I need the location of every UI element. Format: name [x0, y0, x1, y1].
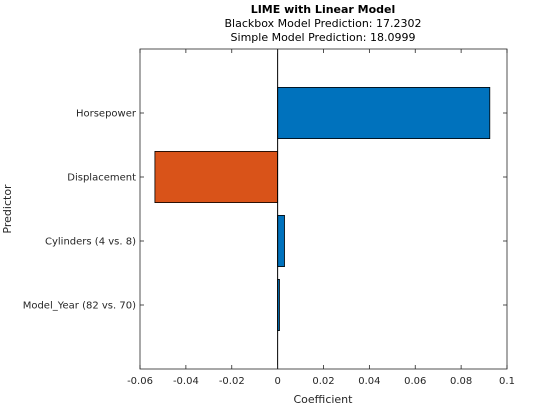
x-tick-label-6: 0.06	[404, 376, 426, 387]
chart-subtitle-line-2: Simple Model Prediction: 18.0999	[231, 31, 416, 44]
x-tick-label-3: 0	[274, 376, 280, 387]
x-tick-label-4: 0.02	[312, 376, 334, 387]
y-tick-label-1: Displacement	[67, 173, 136, 184]
bar-0	[277, 87, 491, 140]
x-tick-label-2: -0.02	[219, 376, 245, 387]
x-tick-label-7: 0.08	[450, 376, 472, 387]
x-tick-label-1: -0.04	[173, 376, 199, 387]
x-axis-label: Coefficient	[294, 393, 354, 406]
bar-2	[277, 214, 285, 267]
y-tick-label-2: Cylinders (4 vs. 8)	[45, 237, 136, 248]
x-tick-label-5: 0.04	[358, 376, 380, 387]
x-tick-label-8: 0.1	[499, 376, 515, 387]
bar-1	[154, 150, 279, 203]
y-tick-label-0: Horsepower	[76, 109, 137, 120]
x-tick-label-0: -0.06	[127, 376, 153, 387]
chart-subtitle-line-1: Blackbox Model Prediction: 17.2302	[224, 17, 421, 30]
y-tick-label-3: Model_Year (82 vs. 70)	[23, 301, 136, 312]
chart-title: LIME with Linear Model	[251, 3, 396, 16]
y-axis-label: Predictor	[1, 184, 14, 234]
